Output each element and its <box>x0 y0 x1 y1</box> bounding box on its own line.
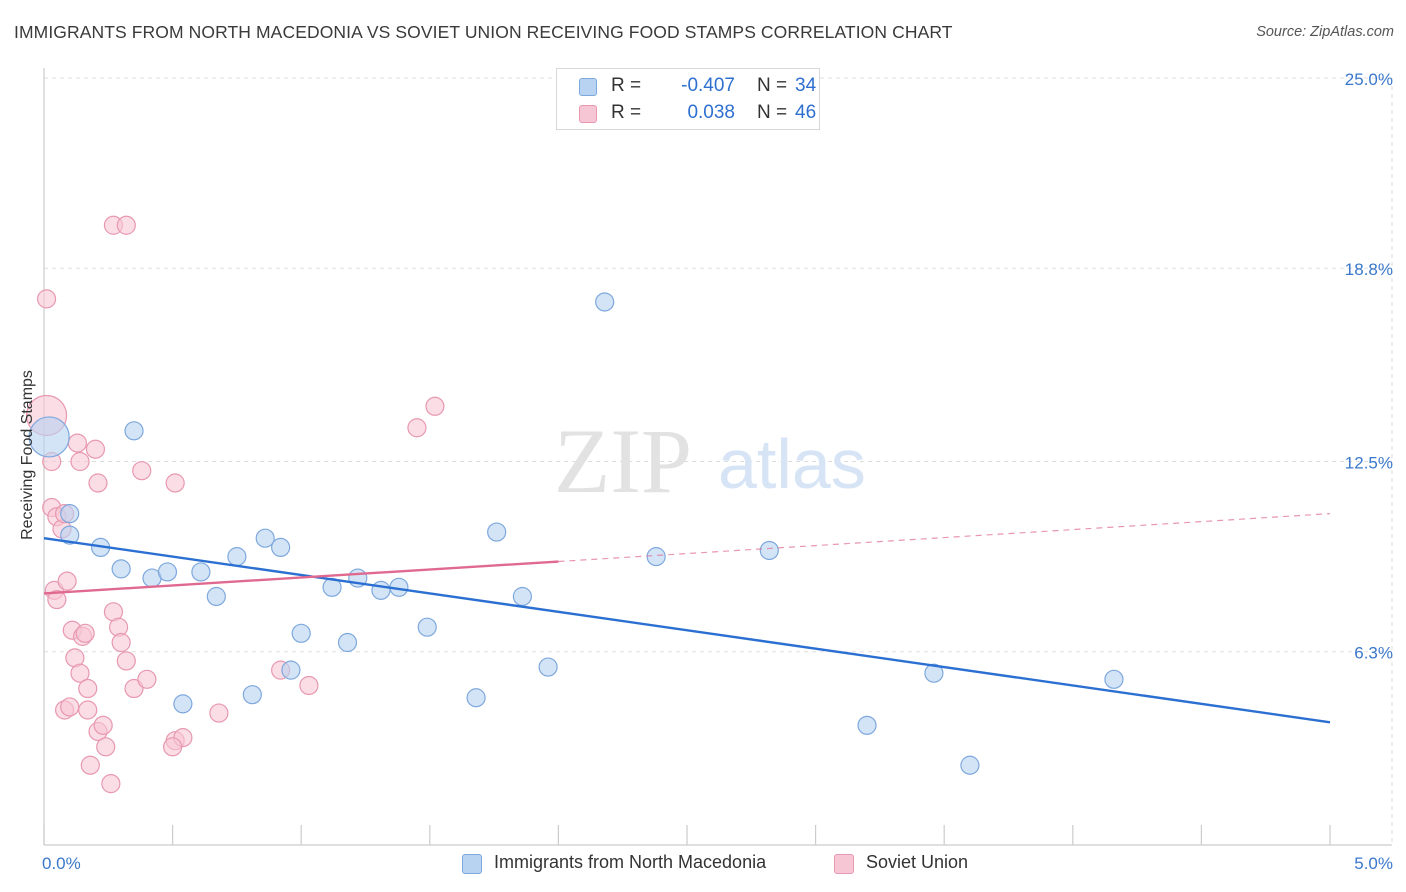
data-point-north-macedonia <box>538 657 558 677</box>
data-point-north-macedonia <box>337 632 358 653</box>
data-point-north-macedonia <box>124 421 144 441</box>
data-point-soviet-union <box>101 774 121 794</box>
y-tick-label: 25.0% <box>1345 70 1393 89</box>
data-point-soviet-union <box>80 755 100 775</box>
data-point-north-macedonia <box>206 586 226 607</box>
trend-line-extension-pink <box>558 513 1331 563</box>
data-point-north-macedonia <box>28 416 70 458</box>
watermark-zip: ZIP <box>554 410 692 512</box>
legend-n-label: N = <box>757 102 788 123</box>
trend-line-pink <box>43 560 559 595</box>
data-point-north-macedonia <box>466 688 486 708</box>
data-point-soviet-union <box>93 715 113 735</box>
data-point-north-macedonia <box>291 623 311 643</box>
x-tick-label: 5.0% <box>1354 854 1393 873</box>
legend-swatch-pink <box>579 105 597 123</box>
source-label: Source: ZipAtlas.com <box>1256 24 1394 40</box>
data-point-soviet-union <box>78 700 98 720</box>
data-point-north-macedonia <box>255 528 275 548</box>
data-point-north-macedonia <box>227 547 247 567</box>
legend-r-label: R = <box>611 102 642 123</box>
data-point-soviet-union <box>36 289 57 309</box>
data-point-north-macedonia <box>111 559 131 579</box>
data-point-soviet-union <box>57 571 77 591</box>
data-point-soviet-union <box>132 461 152 481</box>
data-point-north-macedonia <box>857 715 877 735</box>
data-point-soviet-union <box>209 703 229 723</box>
data-point-north-macedonia <box>60 504 80 524</box>
data-point-north-macedonia <box>242 685 262 705</box>
legend-r-value: -0.407 <box>681 75 735 96</box>
legend-n-value: 46 <box>795 102 817 123</box>
tick-labels: 6.3% 12.5% 18.8% 25.0% 0.0% 5.0% <box>42 70 1393 873</box>
data-point-north-macedonia <box>759 540 779 561</box>
series-north-macedonia <box>28 292 1124 775</box>
bottom-legend-north-macedonia: Immigrants from North Macedonia <box>462 852 822 876</box>
data-point-soviet-union <box>111 632 131 653</box>
data-point-north-macedonia <box>173 694 193 714</box>
data-point-north-macedonia <box>487 522 507 542</box>
data-point-soviet-union <box>78 678 98 699</box>
data-point-soviet-union <box>116 215 136 235</box>
data-point-soviet-union <box>67 433 88 453</box>
y-tick-label: 18.8% <box>1345 260 1393 279</box>
bottom-legend-swatch-pink <box>834 854 854 874</box>
data-point-soviet-union <box>88 473 108 493</box>
trend-lines <box>43 513 1331 724</box>
data-point-north-macedonia <box>191 562 211 582</box>
chart-title: IMMIGRANTS FROM NORTH MACEDONIA VS SOVIE… <box>14 22 953 42</box>
data-point-soviet-union <box>47 589 67 610</box>
legend-r-label: R = <box>611 75 642 96</box>
data-point-north-macedonia <box>60 525 80 545</box>
legend-n-value: 34 <box>795 75 817 96</box>
data-point-soviet-union <box>165 473 185 493</box>
y-tick-label: 6.3% <box>1354 644 1393 663</box>
bottom-legend-soviet-union: Soviet Union <box>834 852 1034 876</box>
legend-r-value: 0.038 <box>687 102 735 123</box>
data-point-north-macedonia <box>271 537 291 558</box>
data-point-soviet-union <box>299 675 319 696</box>
data-point-soviet-union <box>137 669 157 689</box>
data-point-north-macedonia <box>157 562 178 582</box>
data-point-north-macedonia <box>512 586 532 607</box>
data-point-north-macedonia <box>646 547 666 567</box>
data-point-north-macedonia <box>960 755 980 775</box>
data-point-soviet-union <box>70 663 90 683</box>
data-point-soviet-union <box>60 697 80 717</box>
bottom-legend-label: Immigrants from North Macedonia <box>494 852 767 872</box>
data-point-soviet-union <box>116 651 136 671</box>
data-point-soviet-union <box>163 737 183 757</box>
data-point-soviet-union <box>85 439 106 459</box>
data-point-north-macedonia <box>371 580 391 600</box>
legend-swatch-blue <box>579 78 597 96</box>
data-point-soviet-union <box>425 396 445 416</box>
data-point-soviet-union <box>407 418 427 438</box>
series-soviet-union <box>25 215 445 794</box>
x-tick-label: 0.0% <box>42 854 81 873</box>
legend-n-label: N = <box>757 75 788 96</box>
trend-line-blue <box>43 537 1331 724</box>
data-point-north-macedonia <box>417 617 437 637</box>
correlation-legend: R = -0.407 N = 34 R = 0.038 N = 46 <box>556 68 820 130</box>
watermark-atlas: atlas <box>718 425 866 503</box>
data-point-north-macedonia <box>595 292 615 312</box>
bottom-legend-label: Soviet Union <box>866 852 969 872</box>
data-point-soviet-union <box>96 737 116 757</box>
data-point-soviet-union <box>75 623 95 643</box>
data-point-north-macedonia <box>924 663 944 683</box>
bottom-legend-swatch-blue <box>462 854 482 874</box>
data-point-north-macedonia <box>281 660 301 680</box>
data-point-north-macedonia <box>1104 669 1124 689</box>
data-point-soviet-union <box>70 451 90 472</box>
y-tick-label: 12.5% <box>1345 454 1393 473</box>
y-axis-label: Receiving Food Stamps <box>19 370 36 540</box>
